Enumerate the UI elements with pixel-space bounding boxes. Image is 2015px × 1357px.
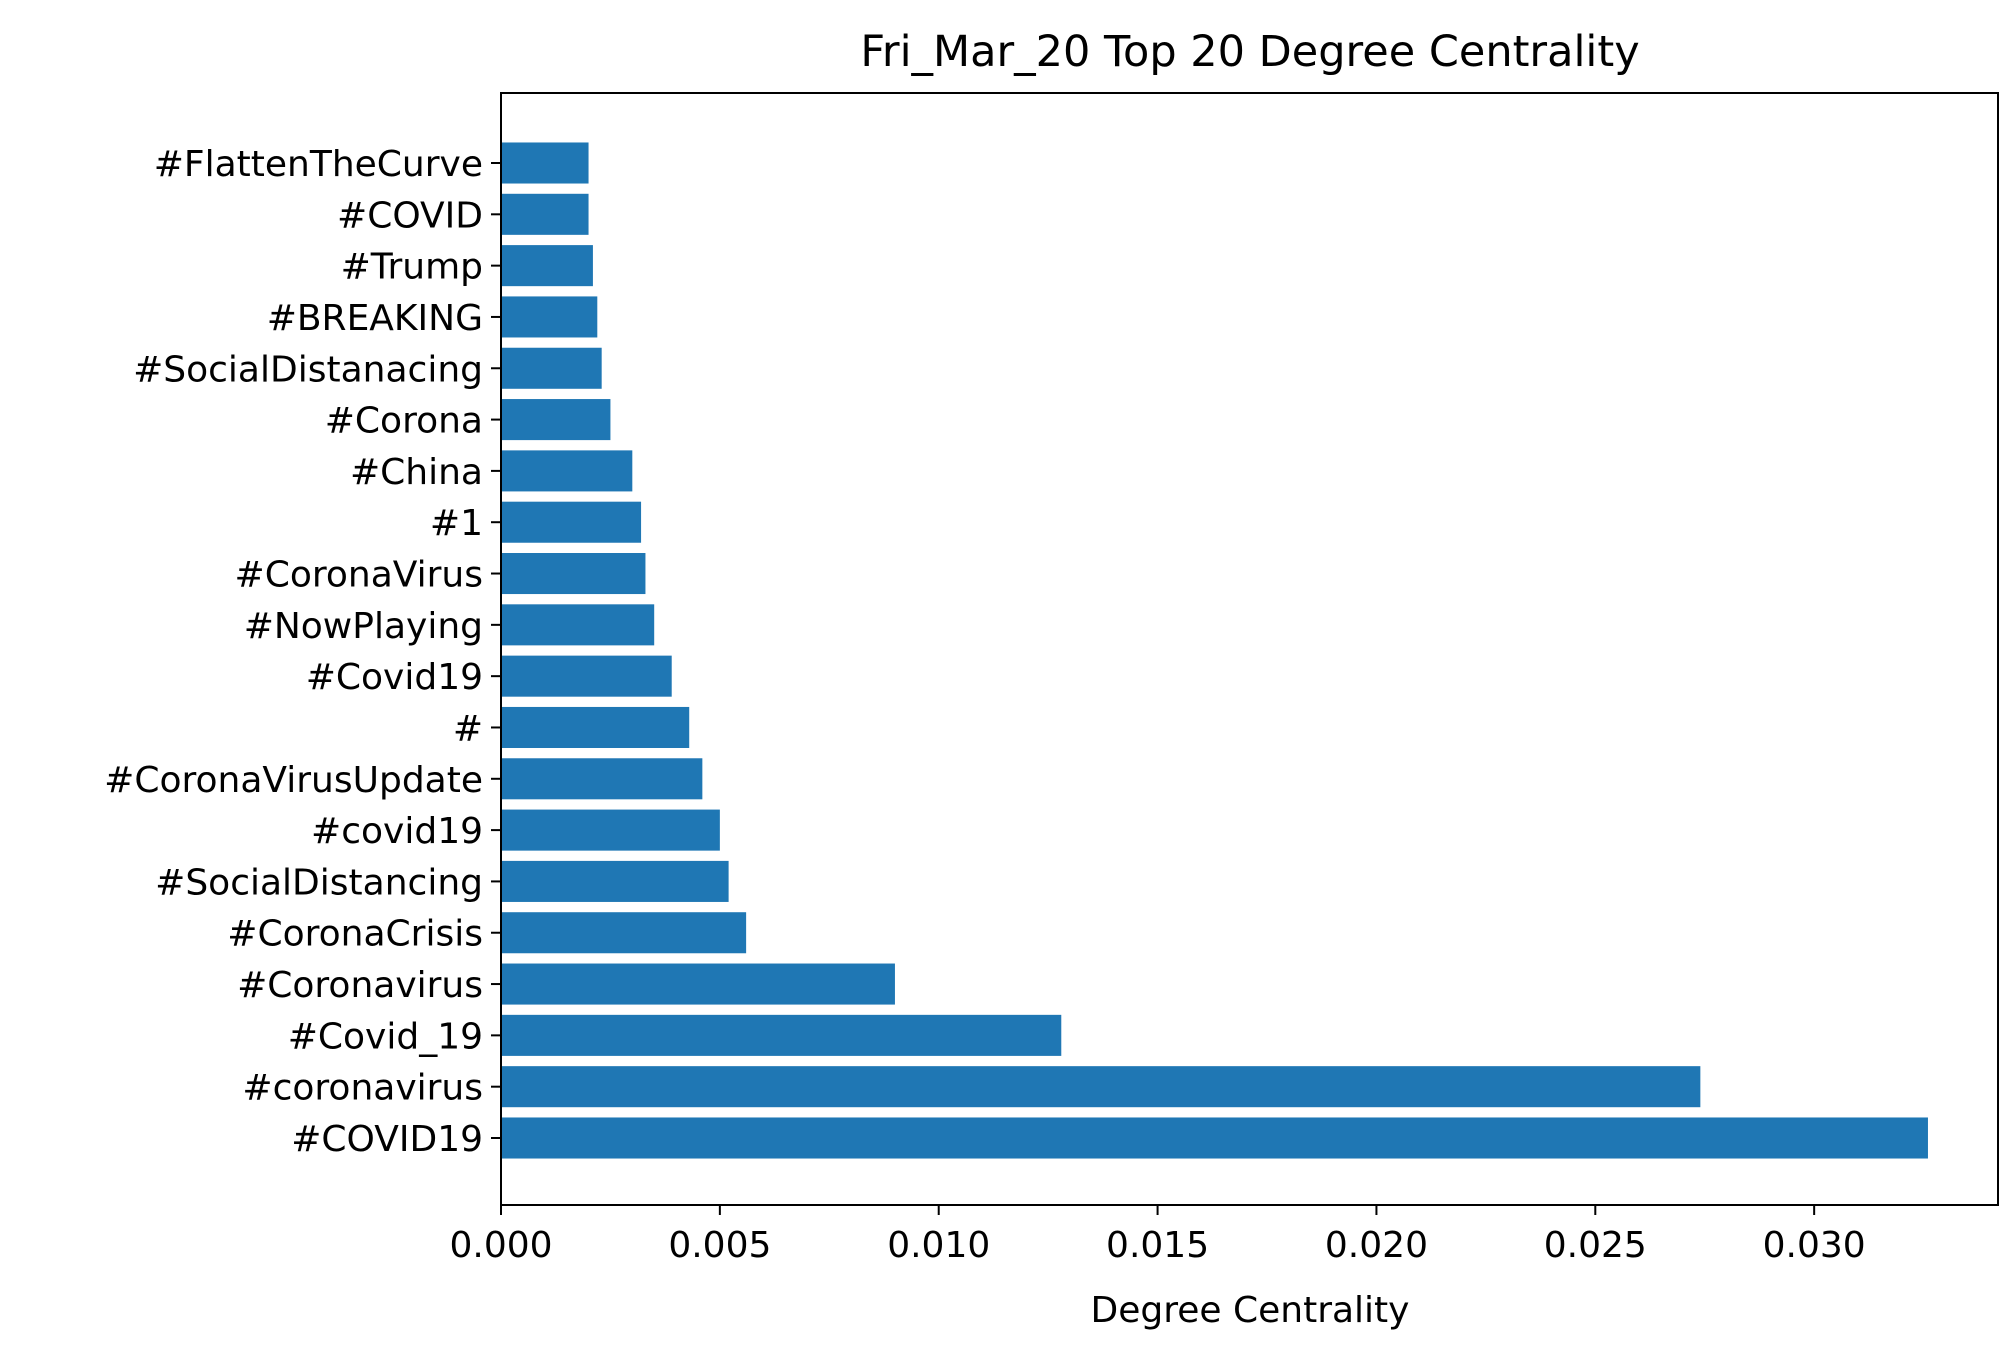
chart-title: Fri_Mar_20 Top 20 Degree Centrality: [860, 27, 1639, 77]
bar-7: [501, 758, 703, 800]
y-tick-label-4: #CoronaCrisis: [227, 914, 483, 955]
y-tick-label-13: #China: [350, 452, 483, 493]
bar-14: [501, 399, 611, 441]
x-tick-label-2: 0.010: [887, 1225, 990, 1266]
x-tick-label-3: 0.015: [1106, 1225, 1209, 1266]
x-axis-label: Degree Centrality: [1091, 1290, 1410, 1331]
bar-0: [501, 1117, 1928, 1159]
bar-13: [501, 450, 633, 492]
x-tick-label-4: 0.020: [1325, 1225, 1428, 1266]
x-tick-label-1: 0.005: [668, 1225, 771, 1266]
bar-10: [501, 604, 655, 646]
y-tick-label-10: #NowPlaying: [244, 606, 483, 647]
y-tick-label-11: #CoronaVirus: [235, 555, 483, 596]
bar-16: [501, 296, 598, 338]
bar-6: [501, 809, 720, 851]
y-tick-label-6: #covid19: [311, 811, 483, 852]
bar-12: [501, 501, 642, 543]
plot-frame: [500, 92, 1999, 1206]
x-tick-label-0: 0.000: [449, 1225, 552, 1266]
y-tick-label-5: #SocialDistancing: [155, 862, 483, 903]
bar-19: [501, 142, 589, 184]
bar-11: [501, 553, 646, 595]
y-tick-label-3: #Coronavirus: [237, 965, 483, 1006]
y-tick-label-7: #CoronaVirusUpdate: [104, 760, 483, 801]
bar-17: [501, 245, 593, 287]
y-axis-ticks: #COVID19 #coronavirus #Covid_19 #Coronaviru…: [104, 144, 501, 1160]
y-tick-label-0: #COVID19: [291, 1119, 483, 1160]
y-tick-label-17: #Trump: [341, 247, 483, 288]
bar-3: [501, 963, 895, 1005]
y-tick-label-2: #Covid_19: [288, 1016, 483, 1057]
y-tick-label-1: #coronavirus: [242, 1068, 483, 1109]
bar-1: [501, 1066, 1701, 1108]
bar-8: [501, 706, 690, 748]
x-tick-label-6: 0.030: [1763, 1225, 1866, 1266]
bar-18: [501, 193, 589, 235]
bar-9: [501, 655, 672, 697]
y-tick-label-9: #Covid19: [306, 657, 483, 698]
y-tick-label-12: #1: [430, 503, 483, 544]
bar-15: [501, 347, 602, 389]
y-tick-label-15: #SocialDistanacing: [133, 349, 483, 390]
y-tick-label-19: #FlattenTheCurve: [154, 144, 483, 185]
x-tick-label-5: 0.025: [1544, 1225, 1647, 1266]
y-tick-label-8: #: [453, 708, 483, 749]
y-tick-label-16: #BREAKING: [267, 298, 483, 339]
bar-2: [501, 1014, 1062, 1056]
bars-group: [501, 142, 1928, 1159]
x-axis-ticks: 0.000 0.005 0.010 0.015 0.020 0.025 0.030: [449, 1205, 1866, 1266]
y-tick-label-18: #COVID: [337, 195, 483, 236]
bar-4: [501, 912, 747, 954]
bar-5: [501, 860, 729, 902]
y-tick-label-14: #Corona: [325, 401, 483, 442]
